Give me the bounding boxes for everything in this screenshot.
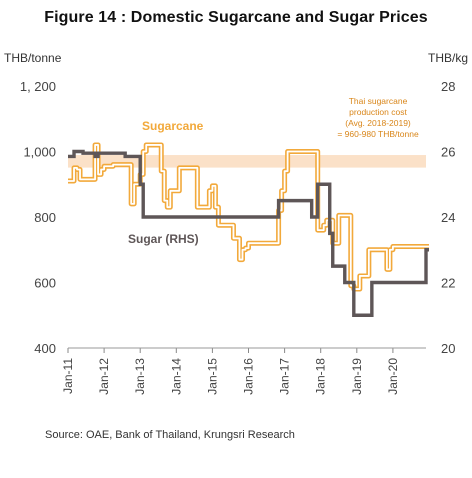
x-axis-ticks: Jan-11 Jan-12 Jan-13 Jan-14 Jan-15 Jan-16 Jan-… <box>61 348 400 395</box>
right-tick-label: 22 <box>441 276 455 291</box>
left-tick-label: 800 <box>34 210 56 225</box>
x-tick-label: Jan-18 <box>314 358 328 395</box>
left-tick-label: 1,000 <box>23 145 56 160</box>
left-axis-unit: THB/tonne <box>4 51 62 65</box>
right-axis-ticks: 20 22 24 26 28 <box>441 79 455 356</box>
source-note: Source: OAE, Bank of Thailand, Krungsri … <box>45 429 295 441</box>
right-tick-label: 20 <box>441 341 455 356</box>
x-tick-label: Jan-13 <box>133 358 147 395</box>
right-tick-label: 24 <box>441 210 455 225</box>
cost-note-line-3: (Avg. 2018-2019) <box>345 118 411 128</box>
production-cost-band <box>68 155 426 168</box>
x-tick-label: Jan-19 <box>350 358 364 395</box>
right-tick-label: 28 <box>441 79 455 94</box>
production-cost-annotation: Thai sugarcane production cost (Avg. 201… <box>337 96 419 139</box>
sugar-series-label: Sugar (RHS) <box>128 232 199 246</box>
left-tick-label: 600 <box>34 276 56 291</box>
left-tick-label: 400 <box>34 341 56 356</box>
left-tick-label: 1, 200 <box>20 79 56 94</box>
sugar-line <box>68 149 430 317</box>
left-axis-ticks: 400 600 800 1,000 1, 200 <box>20 79 56 356</box>
x-tick-label: Jan-17 <box>278 358 292 395</box>
x-tick-label: Jan-12 <box>97 358 111 395</box>
cost-note-line-1: Thai sugarcane <box>349 96 408 106</box>
x-tick-label: Jan-14 <box>169 358 183 395</box>
right-axis-unit: THB/kg <box>428 51 468 65</box>
series-layer <box>68 142 430 317</box>
right-tick-label: 26 <box>441 145 455 160</box>
x-tick-label: Jan-11 <box>61 358 75 394</box>
x-tick-label: Jan-20 <box>386 358 400 395</box>
x-tick-label: Jan-16 <box>242 358 256 395</box>
x-tick-label: Jan-15 <box>205 358 219 395</box>
sugarcane-series-label: Sugarcane <box>142 119 204 133</box>
chart-title: Figure 14 : Domestic Sugarcane and Sugar… <box>44 9 428 26</box>
cost-note-line-2: production cost <box>349 107 407 117</box>
cost-note-line-4: = 960-980 THB/tonne <box>337 129 419 139</box>
sugarcane-line-inner <box>68 144 430 290</box>
